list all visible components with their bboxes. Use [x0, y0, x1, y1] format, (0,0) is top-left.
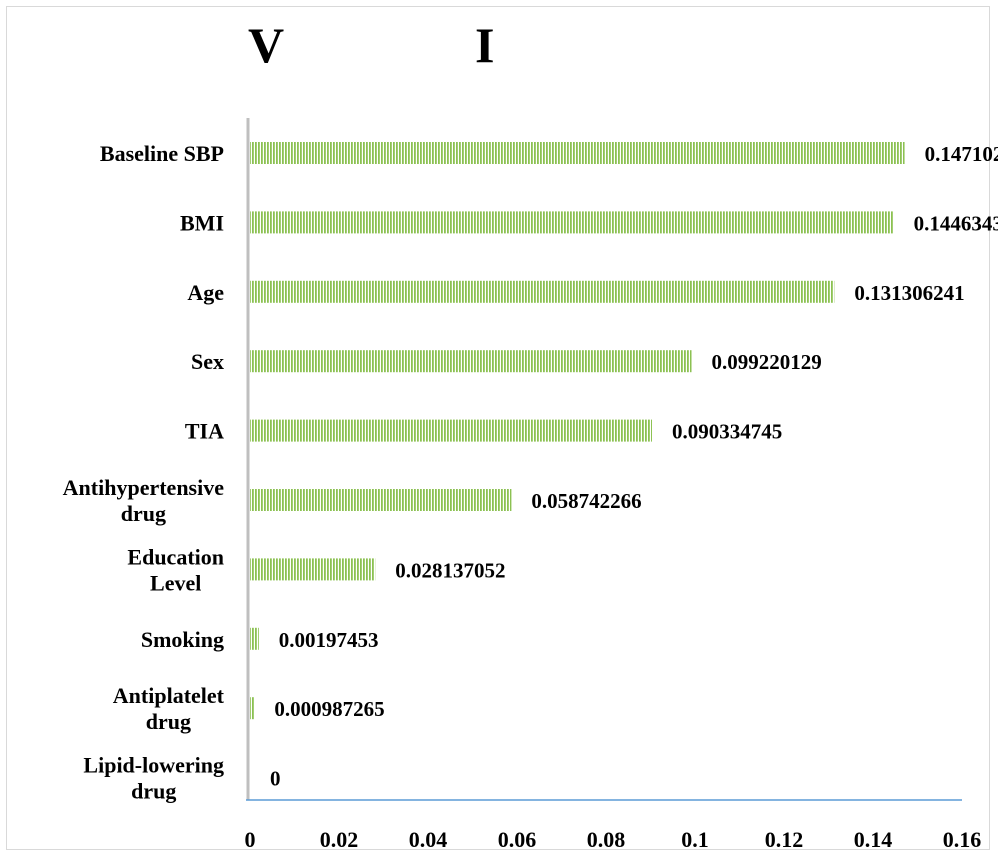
category-label: Baseline SBP [100, 141, 224, 166]
category-label: drug [131, 779, 176, 804]
x-tick-label: 0.08 [587, 827, 626, 852]
category-label: TIA [185, 419, 224, 444]
x-tick-label: 0.16 [943, 827, 982, 852]
labels-layer: 0.14710248 Baseline SBP 0.144634318 BMI 0.13… [63, 141, 998, 852]
category-label: Education [127, 544, 224, 569]
category-label: Lipid-lowering [83, 753, 224, 778]
x-tick-label: 0.06 [498, 827, 537, 852]
data-label: 0.028137052 [395, 558, 505, 582]
category-label: Smoking [141, 627, 224, 652]
bars-layer [250, 142, 905, 720]
category-label: Sex [191, 349, 224, 374]
category-label: drug [121, 501, 166, 526]
bar [250, 419, 652, 442]
bar [250, 280, 835, 303]
bar [250, 142, 905, 164]
bar [250, 558, 376, 581]
category-label: Antiplatelet [113, 683, 225, 708]
x-tick-label: 0.14 [854, 827, 893, 852]
data-label: 0.090334745 [672, 420, 782, 444]
data-label: 0.000987265 [274, 697, 384, 721]
x-tick-label: 0.04 [409, 827, 448, 852]
x-tick-label: 0 [245, 827, 256, 852]
x-tick-label: 0.02 [320, 827, 359, 852]
category-label: BMI [180, 210, 224, 235]
data-label: 0.131306241 [854, 281, 964, 305]
bar [250, 211, 894, 234]
category-label: Level [150, 570, 201, 595]
data-label: 0.099220129 [712, 350, 822, 374]
bar [250, 697, 255, 720]
data-label: 0.144634318 [914, 211, 998, 235]
category-label: Antihypertensive [63, 475, 225, 500]
title-letter-v: V [248, 17, 285, 73]
title-letter-i: I [475, 17, 495, 73]
category-label: drug [146, 709, 191, 734]
x-tick-label: 0.12 [765, 827, 804, 852]
data-label: 0.14710248 [925, 142, 998, 166]
data-label: 0.058742266 [531, 489, 641, 513]
category-label: Age [187, 280, 224, 305]
bar [250, 627, 259, 650]
data-label: 0.00197453 [279, 628, 379, 652]
data-label: 0 [270, 767, 281, 791]
axes-layer [246, 118, 962, 801]
chart-frame [6, 6, 990, 850]
bar [250, 350, 692, 373]
bar [250, 489, 512, 511]
x-tick-label: 0.1 [681, 827, 709, 852]
